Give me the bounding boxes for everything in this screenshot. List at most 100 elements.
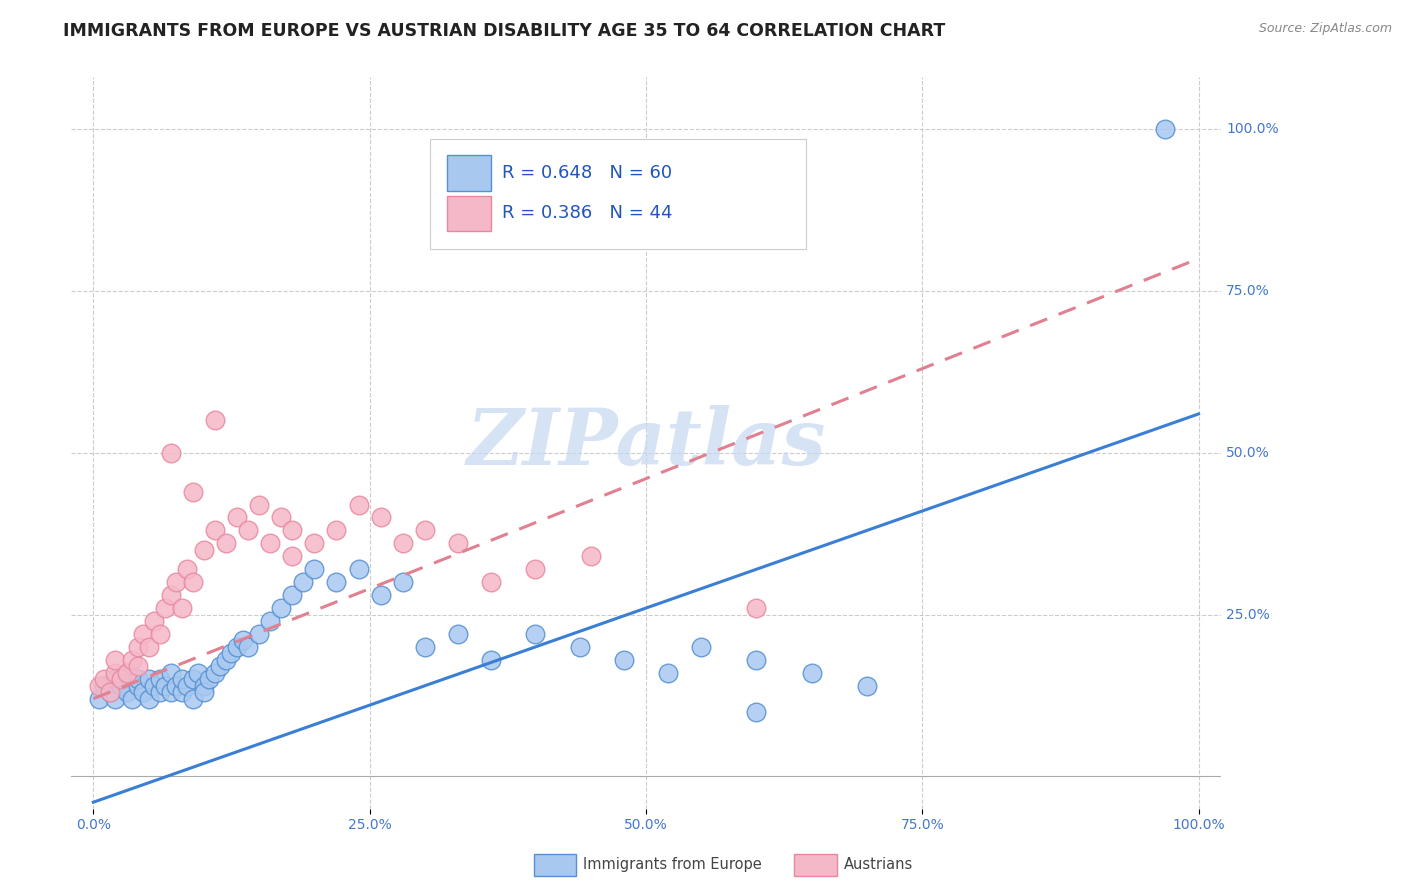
Point	[149, 627, 172, 641]
Point	[232, 633, 254, 648]
Point	[247, 627, 270, 641]
FancyBboxPatch shape	[447, 155, 491, 191]
Text: R = 0.386   N = 44: R = 0.386 N = 44	[502, 204, 673, 222]
Point	[281, 588, 304, 602]
Point	[143, 614, 166, 628]
Point	[1154, 122, 1177, 136]
Point	[181, 484, 204, 499]
Point	[204, 524, 226, 538]
Point	[181, 575, 204, 590]
Point	[236, 524, 259, 538]
Point	[304, 536, 326, 550]
Point	[153, 679, 176, 693]
FancyBboxPatch shape	[430, 139, 806, 249]
Point	[391, 575, 413, 590]
Point	[391, 536, 413, 550]
Point	[121, 691, 143, 706]
Point	[221, 646, 243, 660]
Point	[127, 679, 149, 693]
Point	[132, 627, 155, 641]
Point	[115, 665, 138, 680]
Point	[579, 549, 602, 564]
Text: Source: ZipAtlas.com: Source: ZipAtlas.com	[1258, 22, 1392, 36]
Point	[524, 562, 547, 576]
Point	[170, 685, 193, 699]
Point	[247, 498, 270, 512]
Point	[149, 672, 172, 686]
Point	[87, 691, 110, 706]
Point	[127, 659, 149, 673]
Point	[176, 562, 198, 576]
Point	[479, 575, 502, 590]
Text: IMMIGRANTS FROM EUROPE VS AUSTRIAN DISABILITY AGE 35 TO 64 CORRELATION CHART: IMMIGRANTS FROM EUROPE VS AUSTRIAN DISAB…	[63, 22, 945, 40]
Point	[270, 601, 292, 615]
Point	[413, 640, 436, 654]
Point	[181, 672, 204, 686]
Point	[226, 510, 249, 524]
Point	[204, 665, 226, 680]
Point	[657, 665, 679, 680]
Point	[447, 627, 470, 641]
Point	[93, 679, 115, 693]
Point	[187, 665, 209, 680]
Point	[193, 685, 215, 699]
Point	[690, 640, 713, 654]
Point	[115, 685, 138, 699]
Text: R = 0.648   N = 60: R = 0.648 N = 60	[502, 163, 672, 182]
Point	[745, 705, 768, 719]
Point	[170, 672, 193, 686]
Point	[613, 653, 636, 667]
Point	[138, 672, 160, 686]
Point	[524, 627, 547, 641]
Point	[856, 679, 879, 693]
Point	[413, 524, 436, 538]
Point	[800, 665, 823, 680]
Point	[138, 640, 160, 654]
Point	[87, 679, 110, 693]
Point	[98, 685, 121, 699]
Text: 75.0%: 75.0%	[1226, 284, 1270, 298]
Point	[236, 640, 259, 654]
Point	[176, 679, 198, 693]
Point	[153, 601, 176, 615]
Text: Austrians: Austrians	[844, 857, 912, 871]
Point	[159, 665, 181, 680]
Point	[304, 562, 326, 576]
Point	[165, 575, 187, 590]
Point	[259, 536, 281, 550]
Point	[104, 691, 127, 706]
FancyBboxPatch shape	[447, 196, 491, 231]
Point	[370, 510, 392, 524]
Point	[198, 672, 221, 686]
Point	[292, 575, 315, 590]
Point	[143, 679, 166, 693]
Point	[181, 691, 204, 706]
Point	[325, 575, 347, 590]
Point	[138, 691, 160, 706]
Point	[104, 653, 127, 667]
Point	[259, 614, 281, 628]
Point	[215, 536, 238, 550]
Point	[149, 685, 172, 699]
Point	[325, 524, 347, 538]
Text: 50.0%: 50.0%	[1226, 446, 1270, 459]
Point	[479, 653, 502, 667]
Point	[121, 653, 143, 667]
Point	[281, 549, 304, 564]
Point	[115, 665, 138, 680]
Point	[745, 601, 768, 615]
Point	[110, 679, 132, 693]
Point	[159, 685, 181, 699]
Point	[281, 524, 304, 538]
Point	[215, 653, 238, 667]
Point	[568, 640, 591, 654]
Text: Immigrants from Europe: Immigrants from Europe	[583, 857, 762, 871]
Point	[104, 665, 127, 680]
Point	[193, 679, 215, 693]
Point	[270, 510, 292, 524]
Point	[170, 601, 193, 615]
Point	[204, 413, 226, 427]
Point	[127, 640, 149, 654]
Point	[127, 672, 149, 686]
Text: 25.0%: 25.0%	[1226, 607, 1270, 622]
